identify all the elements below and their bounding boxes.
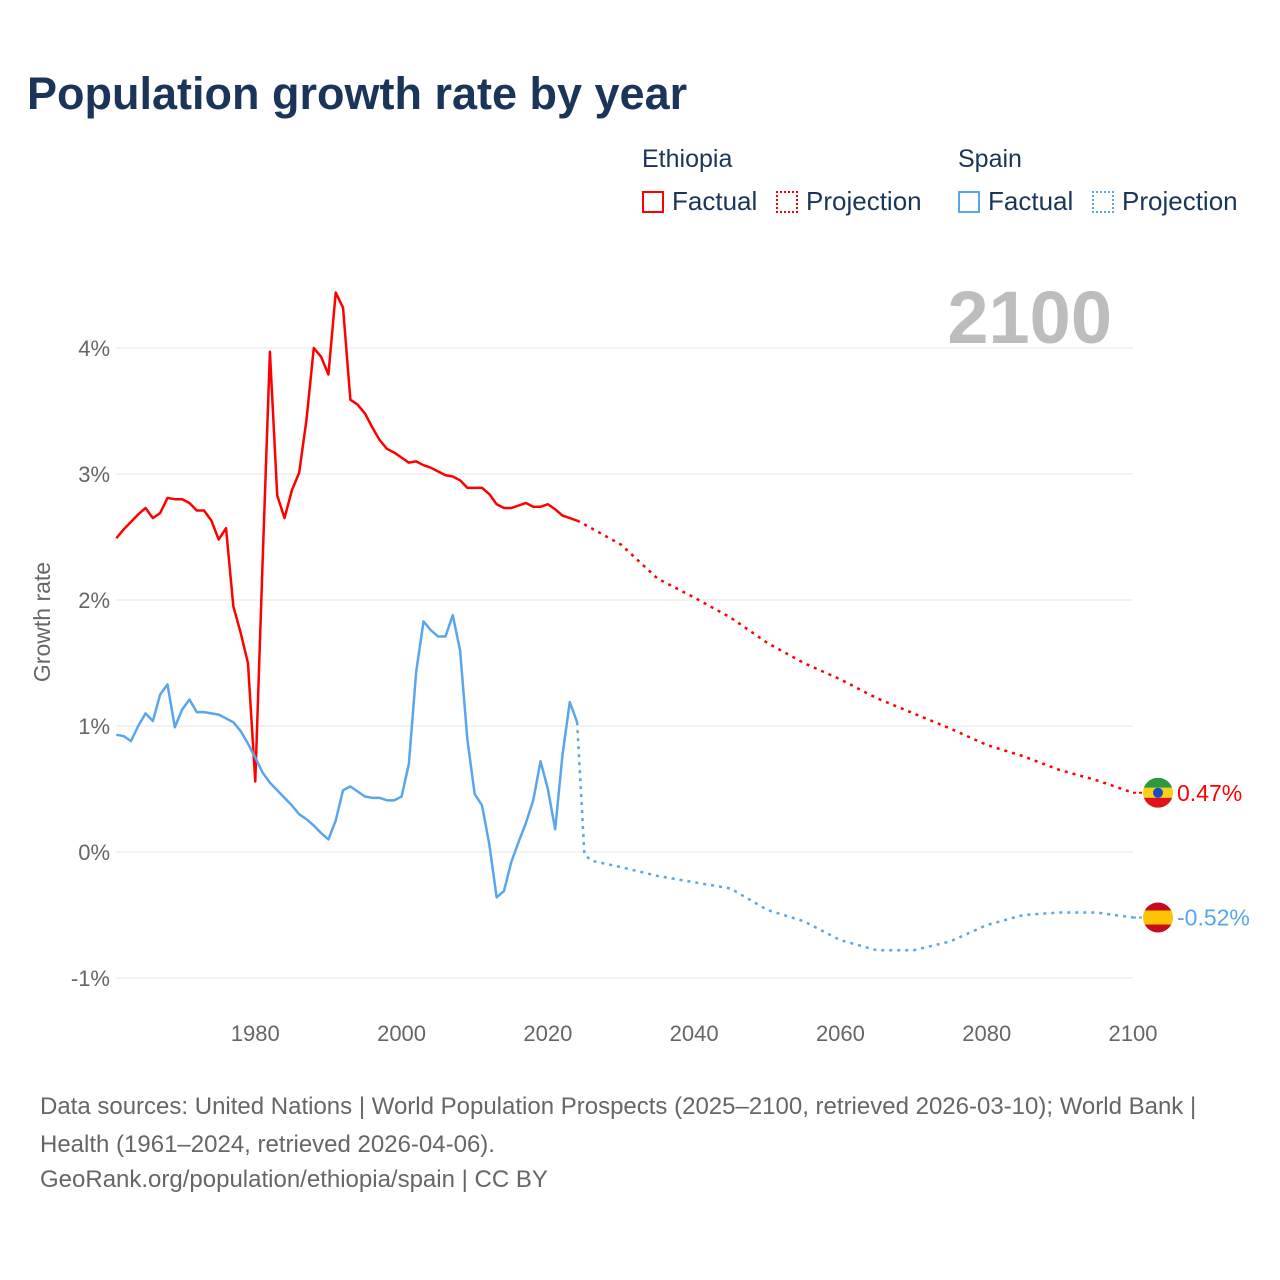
flag-band: [1143, 902, 1173, 911]
x-tick-label: 2080: [962, 1021, 1011, 1046]
legend-swatch-dotted: [776, 190, 798, 213]
credit-link[interactable]: GeoRank.org/population/ethiopia/spain | …: [40, 1166, 548, 1193]
flag-band: [1143, 777, 1173, 788]
y-axis-label: Growth rate: [29, 562, 55, 682]
flag-band: [1143, 797, 1173, 808]
y-tick-label: 2%: [78, 588, 110, 613]
legend-label: Projection: [1122, 186, 1238, 216]
flag-band: [1143, 910, 1173, 925]
plot-area: -1% 0% 1% 2% 3% 4% 1980 2000 2020 2040 2060 2080 210…: [29, 276, 1250, 1046]
legend-group-ethiopia: Ethiopia: [642, 145, 733, 173]
x-tick-label: 1980: [231, 1021, 280, 1046]
legend-spain-factual[interactable]: Factual: [958, 186, 1073, 217]
legend-swatch-solid: [642, 190, 664, 213]
legend-label: Projection: [806, 186, 922, 216]
x-tick-label: 2100: [1109, 1021, 1158, 1046]
legend-label: Factual: [672, 186, 758, 216]
legend-swatch-dotted: [1092, 190, 1114, 213]
y-tick-label: 3%: [78, 462, 110, 487]
ethiopia-factual-line: [115, 291, 578, 783]
ethiopia-end-label: 0.47%: [1177, 780, 1242, 806]
x-tick-label: 2060: [816, 1021, 865, 1046]
chart-title: Population growth rate by year: [27, 68, 688, 119]
legend-spain-projection[interactable]: Projection: [1092, 186, 1238, 217]
y-tick-label: 0%: [78, 840, 110, 865]
spain-projection-line: [575, 722, 1134, 952]
y-tick-label: 4%: [78, 336, 110, 361]
flag-emblem: [1153, 787, 1163, 798]
y-tick-label: 1%: [78, 714, 110, 739]
spain-factual-line: [116, 613, 579, 899]
flag-band: [1143, 924, 1173, 933]
x-tick-label: 2020: [523, 1021, 572, 1046]
x-tick-label: 2000: [377, 1021, 426, 1046]
legend-swatch-solid: [958, 190, 980, 213]
legend-label: Factual: [988, 186, 1074, 216]
legend-group-spain: Spain: [958, 145, 1022, 173]
ethiopia-flag-icon: [1143, 777, 1173, 808]
data-sources: Data sources: United Nations | World Pop…: [40, 1093, 1197, 1158]
year-display: 2100: [947, 276, 1112, 359]
legend-ethiopia-projection[interactable]: Projection: [776, 186, 922, 217]
y-tick-label: -1%: [71, 966, 110, 991]
spain-end-label: -0.52%: [1177, 905, 1250, 931]
legend-ethiopia-factual[interactable]: Factual: [642, 186, 757, 217]
spain-flag-icon: [1143, 902, 1173, 933]
ethiopia-projection-line: [576, 519, 1134, 794]
x-tick-label: 2040: [670, 1021, 719, 1046]
